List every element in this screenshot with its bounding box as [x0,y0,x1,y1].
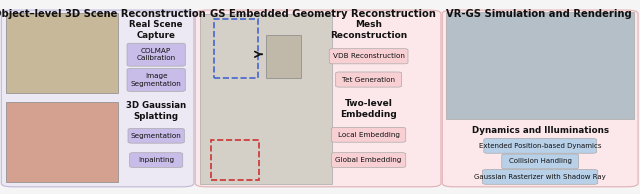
Bar [214,19,258,78]
Text: Real Scene
Capture: Real Scene Capture [129,20,183,40]
Bar [211,140,259,180]
Text: Gaussian Rasterizer with Shadow Ray: Gaussian Rasterizer with Shadow Ray [474,174,606,180]
Text: Object–level 3D Scene Reconstruction: Object–level 3D Scene Reconstruction [0,9,205,19]
Bar [6,13,118,93]
Text: Inpainting: Inpainting [138,157,174,163]
Text: Global Embedding: Global Embedding [335,157,402,163]
Text: Dynamics and Illuminations: Dynamics and Illuminations [472,126,609,135]
Text: Two-level
Embedding: Two-level Embedding [340,99,397,119]
FancyBboxPatch shape [332,127,406,142]
Text: Mesh
Reconstruction: Mesh Reconstruction [330,20,407,40]
FancyBboxPatch shape [332,153,406,167]
FancyBboxPatch shape [329,49,408,64]
Text: GS Embedded Geometry Reconstruction: GS Embedded Geometry Reconstruction [211,9,436,19]
Text: Tet Generation: Tet Generation [342,77,395,82]
FancyBboxPatch shape [129,153,183,167]
FancyBboxPatch shape [484,139,596,153]
FancyBboxPatch shape [502,154,579,169]
Text: Segmentation: Segmentation [131,133,182,139]
Bar [6,102,118,182]
Text: 3D Gaussian
Splatting: 3D Gaussian Splatting [126,100,186,121]
Text: COLMAP
Calibration: COLMAP Calibration [136,48,176,61]
Bar [446,12,634,119]
FancyBboxPatch shape [442,10,638,187]
Text: VDB Reconstruction: VDB Reconstruction [333,53,404,59]
Bar [266,35,301,78]
Text: Local Embedding: Local Embedding [338,132,399,138]
FancyBboxPatch shape [128,128,184,143]
FancyBboxPatch shape [483,170,598,184]
Text: Extended Position-based Dynamics: Extended Position-based Dynamics [479,143,602,149]
FancyBboxPatch shape [335,72,402,87]
FancyBboxPatch shape [195,10,441,187]
FancyBboxPatch shape [127,68,186,91]
Text: Image
Segmentation: Image Segmentation [131,73,182,87]
Bar [200,14,332,184]
Text: VR-GS Simulation and Rendering: VR-GS Simulation and Rendering [446,9,632,19]
Text: Collision Handling: Collision Handling [509,158,572,164]
FancyBboxPatch shape [1,10,194,187]
FancyBboxPatch shape [127,43,186,66]
